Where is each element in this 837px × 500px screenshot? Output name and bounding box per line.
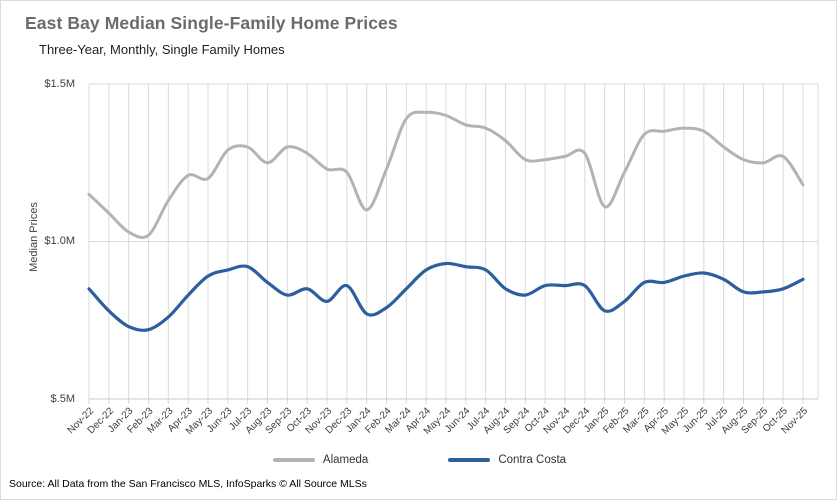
legend-item-contra-costa: Contra Costa [448, 454, 566, 466]
page-subtitle: Three-Year, Monthly, Single Family Homes [39, 42, 285, 57]
y-tick-label: $1.0M [44, 235, 75, 247]
legend-label-contra-costa: Contra Costa [498, 454, 567, 466]
legend-label-alameda: Alameda [322, 454, 369, 466]
contra-costa-line-series [87, 261, 805, 332]
y-tick-label: $.5M [50, 393, 75, 405]
y-tick-label: $1.5M [44, 78, 75, 90]
chart-legend: Alameda Contra Costa [1, 454, 836, 466]
alameda-line-swatch-icon [272, 458, 315, 462]
contra-costa-line-swatch-icon [448, 458, 491, 462]
alameda-line-series [87, 110, 805, 239]
source-attribution: Source: All Data from the San Francisco … [9, 478, 367, 490]
gridlines [88, 83, 819, 404]
page-title: East Bay Median Single-Family Home Price… [25, 13, 398, 33]
legend-item-alameda: Alameda [272, 454, 369, 466]
